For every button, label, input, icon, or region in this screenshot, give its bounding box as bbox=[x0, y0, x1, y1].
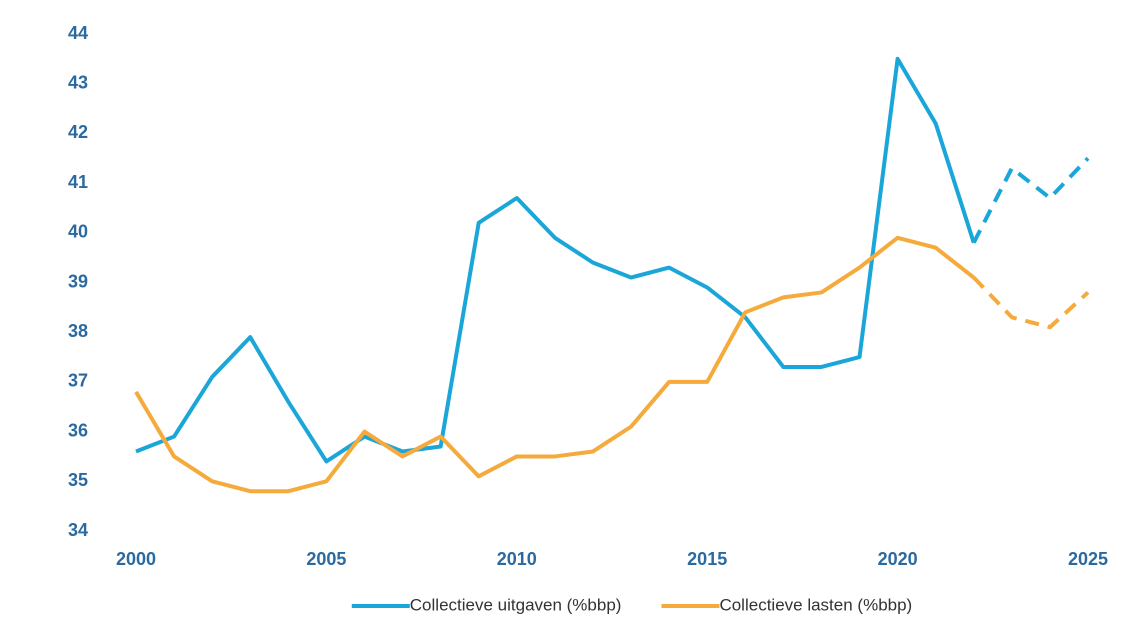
y-tick-label: 38 bbox=[68, 321, 88, 341]
x-tick-label: 2025 bbox=[1068, 549, 1108, 569]
x-tick-label: 2020 bbox=[878, 549, 918, 569]
y-tick-label: 37 bbox=[68, 371, 88, 391]
y-tick-label: 43 bbox=[68, 72, 88, 92]
series-line bbox=[135, 56, 976, 464]
legend-label: Collectieve uitgaven (%bbp) bbox=[410, 595, 622, 614]
y-tick-label: 40 bbox=[68, 222, 88, 242]
y-tick-label: 36 bbox=[68, 420, 88, 440]
y-tick-label: 42 bbox=[68, 122, 88, 142]
x-tick-label: 2015 bbox=[687, 549, 727, 569]
y-tick-label: 34 bbox=[68, 520, 88, 540]
x-tick-label: 2005 bbox=[306, 549, 346, 569]
y-tick-label: 35 bbox=[68, 470, 88, 490]
y-tick-label: 44 bbox=[68, 23, 88, 43]
series-line bbox=[972, 276, 1090, 330]
x-tick-label: 2010 bbox=[497, 549, 537, 569]
y-tick-label: 39 bbox=[68, 271, 88, 291]
series-line bbox=[134, 235, 975, 494]
legend-label: Collectieve lasten (%bbp) bbox=[719, 595, 912, 614]
x-tick-label: 2000 bbox=[116, 549, 156, 569]
y-tick-label: 41 bbox=[68, 172, 88, 192]
series-line bbox=[971, 156, 1090, 244]
